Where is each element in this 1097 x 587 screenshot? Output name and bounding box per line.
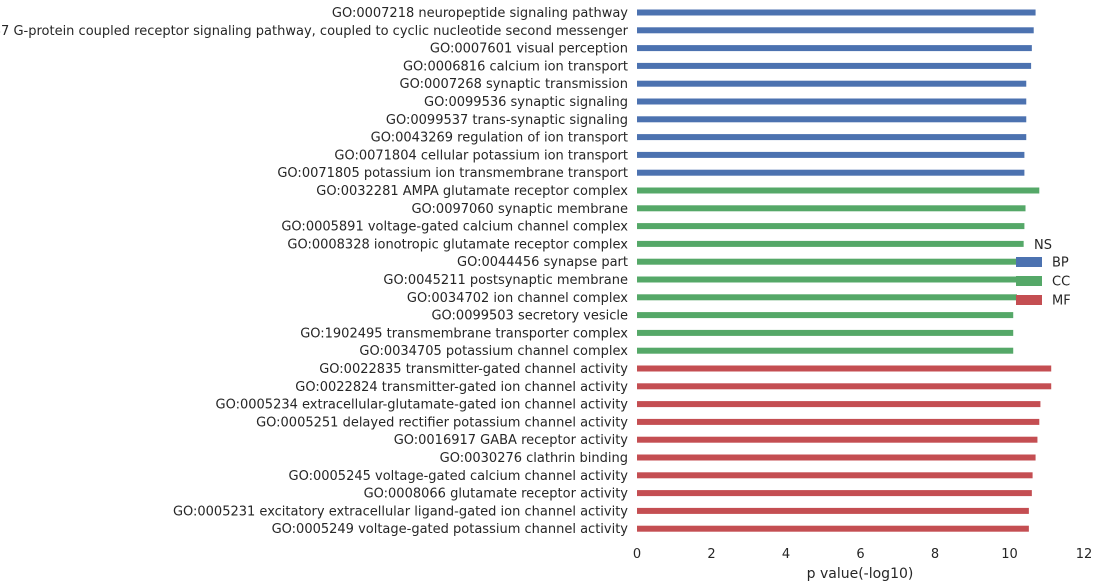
bar-mf bbox=[637, 365, 1052, 372]
x-tick-label: 10 bbox=[1001, 547, 1018, 562]
x-tick-label: 2 bbox=[707, 547, 715, 562]
x-tick-label: 4 bbox=[782, 547, 790, 562]
category-label: GO:0016917 GABA receptor activity bbox=[394, 433, 629, 448]
legend-title: NS bbox=[1034, 238, 1052, 253]
bar-cc bbox=[637, 205, 1026, 212]
bar-cc bbox=[637, 294, 1017, 301]
category-label: GO:0005234 extracellular-glutamate-gated… bbox=[216, 398, 629, 413]
bar-bp bbox=[637, 9, 1036, 16]
legend-swatch-cc bbox=[1016, 276, 1042, 286]
bar-cc bbox=[637, 187, 1040, 194]
bar-mf bbox=[637, 436, 1038, 443]
legend-swatch-bp bbox=[1016, 257, 1042, 267]
category-label: GO:0022824 transmitter-gated ion channel… bbox=[295, 380, 628, 395]
category-label: GO:0022835 transmitter-gated channel act… bbox=[319, 362, 628, 377]
x-axis: 0 2 4 6 8 10 12 bbox=[633, 547, 1092, 562]
category-label: GO:0044456 synapse part bbox=[457, 255, 628, 270]
bar-bp bbox=[637, 27, 1034, 34]
bar-mf bbox=[637, 418, 1040, 425]
category-label: GO:0071804 cellular potassium ion transp… bbox=[334, 148, 628, 163]
bar-cc bbox=[637, 347, 1014, 354]
bar-bp bbox=[637, 98, 1027, 105]
bar-bp bbox=[637, 62, 1032, 69]
category-label: GO:0099536 synaptic signaling bbox=[424, 95, 628, 110]
category-labels: GO:0007218 neuropeptide signaling pathwa… bbox=[0, 6, 629, 537]
bar-mf bbox=[637, 454, 1036, 461]
bar-cc bbox=[637, 312, 1014, 319]
bar-bp bbox=[637, 116, 1027, 123]
bar-mf bbox=[637, 401, 1041, 408]
category-label: GO:0008328 ionotropic glutamate receptor… bbox=[287, 237, 628, 252]
category-label: GO:0005245 voltage-gated calcium channel… bbox=[289, 469, 629, 484]
bar-cc bbox=[637, 276, 1017, 283]
bars-layer bbox=[637, 9, 1052, 532]
legend-label-cc: CC bbox=[1052, 275, 1070, 290]
category-label: GO:0005231 excitatory extracellular liga… bbox=[173, 504, 628, 519]
x-axis-label: p value(-log10) bbox=[807, 566, 914, 582]
legend-swatch-mf bbox=[1016, 295, 1042, 305]
bar-cc bbox=[637, 240, 1024, 247]
legend-label-bp: BP bbox=[1052, 256, 1069, 271]
bar-bp bbox=[637, 80, 1027, 87]
legend-label-mf: MF bbox=[1052, 294, 1071, 309]
bar-cc bbox=[637, 329, 1014, 336]
category-label: GO:0034705 potassium channel complex bbox=[359, 344, 628, 359]
bar-cc bbox=[637, 258, 1017, 265]
category-label: GO:0007218 neuropeptide signaling pathwa… bbox=[332, 6, 628, 21]
x-tick-label: 6 bbox=[856, 547, 864, 562]
x-tick-label: 12 bbox=[1076, 547, 1093, 562]
category-label: GO:0007268 synaptic transmission bbox=[400, 77, 628, 92]
category-label: GO:0045211 postsynaptic membrane bbox=[383, 273, 628, 288]
bar-mf bbox=[637, 383, 1052, 390]
bar-bp bbox=[637, 134, 1027, 141]
category-label: GO:0032281 AMPA glutamate receptor compl… bbox=[316, 184, 628, 199]
category-label: GO:0007187 G-protein coupled receptor si… bbox=[0, 24, 629, 39]
category-label: GO:0005249 voltage-gated potassium chann… bbox=[272, 522, 629, 537]
category-label: GO:0099503 secretory vesicle bbox=[431, 309, 628, 324]
x-tick-label: 8 bbox=[931, 547, 939, 562]
category-label: GO:0005891 voltage-gated calcium channel… bbox=[281, 220, 628, 235]
category-label: GO:0099537 trans-synaptic signaling bbox=[386, 113, 628, 128]
category-label: GO:0097060 synaptic membrane bbox=[411, 202, 628, 217]
category-label: GO:0007601 visual perception bbox=[430, 42, 628, 57]
bar-mf bbox=[637, 525, 1029, 532]
x-tick-label: 0 bbox=[633, 547, 641, 562]
category-label: GO:0071805 potassium ion transmembrane t… bbox=[277, 166, 628, 181]
category-label: GO:0006816 calcium ion transport bbox=[403, 59, 628, 74]
category-label: GO:0005251 delayed rectifier potassium c… bbox=[256, 415, 628, 430]
bar-bp bbox=[637, 169, 1025, 176]
bar-mf bbox=[637, 507, 1029, 514]
bar-mf bbox=[637, 472, 1033, 479]
category-label: GO:0043269 regulation of ion transport bbox=[371, 131, 628, 146]
bar-bp bbox=[637, 45, 1032, 52]
bar-cc bbox=[637, 223, 1025, 230]
category-label: GO:0030276 clathrin binding bbox=[440, 451, 628, 466]
legend: NS BP CC MF bbox=[1016, 238, 1071, 309]
bar-mf bbox=[637, 490, 1032, 497]
category-label: GO:0034702 ion channel complex bbox=[407, 291, 628, 306]
category-label: GO:0008066 glutamate receptor activity bbox=[364, 487, 629, 502]
bar-bp bbox=[637, 151, 1025, 158]
category-label: GO:1902495 transmembrane transporter com… bbox=[300, 326, 628, 341]
